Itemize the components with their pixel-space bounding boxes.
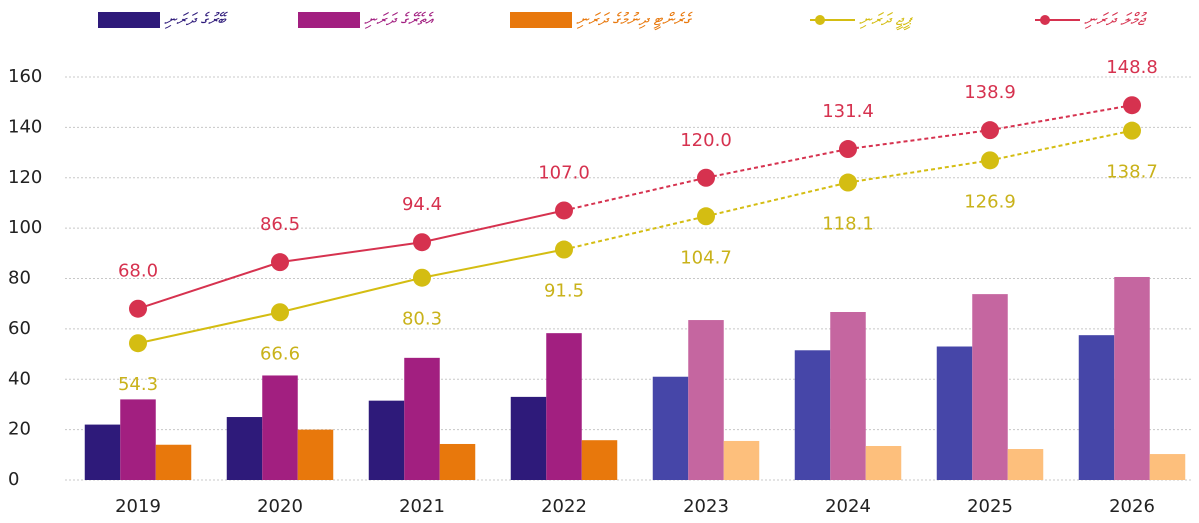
bar xyxy=(155,444,192,480)
line-segment xyxy=(847,129,991,151)
legend-swatch xyxy=(510,12,572,28)
line-point xyxy=(981,151,999,170)
line-segment xyxy=(137,261,281,310)
line-segment xyxy=(563,215,707,251)
x-tick-label: 2020 xyxy=(257,496,303,517)
line-point xyxy=(129,299,147,318)
line-point xyxy=(413,233,431,252)
bar xyxy=(830,311,866,480)
line-point xyxy=(271,303,289,322)
bar xyxy=(439,443,476,480)
line-segment xyxy=(421,248,565,279)
data-label: 80.3 xyxy=(402,309,442,330)
bar xyxy=(1114,276,1150,480)
line-segment xyxy=(279,241,423,264)
bar xyxy=(1149,454,1186,480)
bar xyxy=(368,400,405,480)
line-point xyxy=(697,207,715,226)
y-tick-label: 20 xyxy=(8,419,31,440)
data-label: 94.4 xyxy=(402,194,442,215)
legend-label: ޕީޖީ ދަރަނި xyxy=(859,10,913,31)
line-point xyxy=(839,173,857,192)
line-segment xyxy=(421,209,565,244)
bar xyxy=(652,376,689,480)
bar xyxy=(120,399,156,480)
data-label: 148.8 xyxy=(1106,57,1158,78)
x-tick-label: 2019 xyxy=(115,496,161,517)
line-point xyxy=(555,201,573,220)
data-label: 91.5 xyxy=(544,281,584,302)
data-label: 104.7 xyxy=(680,247,732,268)
line-point xyxy=(555,240,573,259)
line-point xyxy=(697,168,715,187)
y-tick-label: 100 xyxy=(8,217,42,238)
bar xyxy=(865,445,902,480)
bar xyxy=(297,429,334,480)
x-tick-label: 2023 xyxy=(683,496,729,517)
legend-dot xyxy=(1040,15,1050,25)
line-point xyxy=(129,334,147,353)
legend-label: ޖުމްލަ ދަރަނި xyxy=(1084,10,1147,30)
line-segment xyxy=(705,181,849,218)
legend-label: އެތެރޭގެ ދަރަނި xyxy=(364,10,434,30)
data-label: 138.9 xyxy=(964,82,1016,103)
line-point xyxy=(1123,121,1141,140)
bar xyxy=(226,417,263,480)
line-segment xyxy=(989,129,1133,162)
y-tick-label: 160 xyxy=(8,66,42,87)
data-label: 120.0 xyxy=(680,130,732,151)
bar xyxy=(510,396,547,480)
line-segment xyxy=(705,148,849,179)
line-point xyxy=(981,121,999,140)
bar xyxy=(972,294,1008,480)
data-label: 86.5 xyxy=(260,214,300,235)
y-tick-label: 120 xyxy=(8,167,42,188)
data-label: 131.4 xyxy=(822,101,874,122)
x-tick-label: 2022 xyxy=(541,496,587,517)
legend-swatch xyxy=(298,12,360,28)
line-point xyxy=(839,140,857,159)
data-label: 118.1 xyxy=(822,214,874,235)
line-segment xyxy=(989,104,1133,132)
y-tick-label: 60 xyxy=(8,318,31,339)
data-label: 66.6 xyxy=(260,343,300,364)
line-point xyxy=(271,253,289,272)
line-point xyxy=(413,268,431,287)
line-segment xyxy=(137,311,281,345)
bar xyxy=(723,440,760,480)
y-tick-label: 80 xyxy=(8,268,31,289)
line-segment xyxy=(563,176,707,212)
line-point xyxy=(1123,96,1141,115)
legend-label: ގެރެންޓީ ދިނުމުގެ ދަރަނި xyxy=(576,10,693,31)
bar xyxy=(581,440,618,480)
x-tick-label: 2025 xyxy=(967,496,1013,517)
x-tick-label: 2021 xyxy=(399,496,445,517)
line-segment xyxy=(847,159,991,184)
x-tick-label: 2024 xyxy=(825,496,871,517)
data-label: 138.7 xyxy=(1106,162,1158,183)
bar xyxy=(1078,335,1115,480)
line-segment xyxy=(279,276,423,314)
bar xyxy=(404,357,440,480)
bar xyxy=(794,350,831,480)
bar xyxy=(1007,449,1044,480)
bar xyxy=(936,346,973,480)
bar xyxy=(84,424,121,480)
y-tick-label: 40 xyxy=(8,368,31,389)
data-label: 68.0 xyxy=(118,261,158,282)
y-tick-label: 140 xyxy=(8,116,42,137)
bar xyxy=(546,333,582,480)
bar xyxy=(688,320,724,480)
legend-swatch xyxy=(98,12,160,28)
data-label: 107.0 xyxy=(538,162,590,183)
x-tick-label: 2026 xyxy=(1109,496,1155,517)
bar xyxy=(262,375,298,480)
legend-dot xyxy=(815,15,825,25)
y-tick-label: 0 xyxy=(8,469,19,490)
data-label: 126.9 xyxy=(964,191,1016,212)
data-label: 54.3 xyxy=(118,374,158,395)
legend-label: ބޭރުގެ ދަރަނި xyxy=(164,10,228,30)
